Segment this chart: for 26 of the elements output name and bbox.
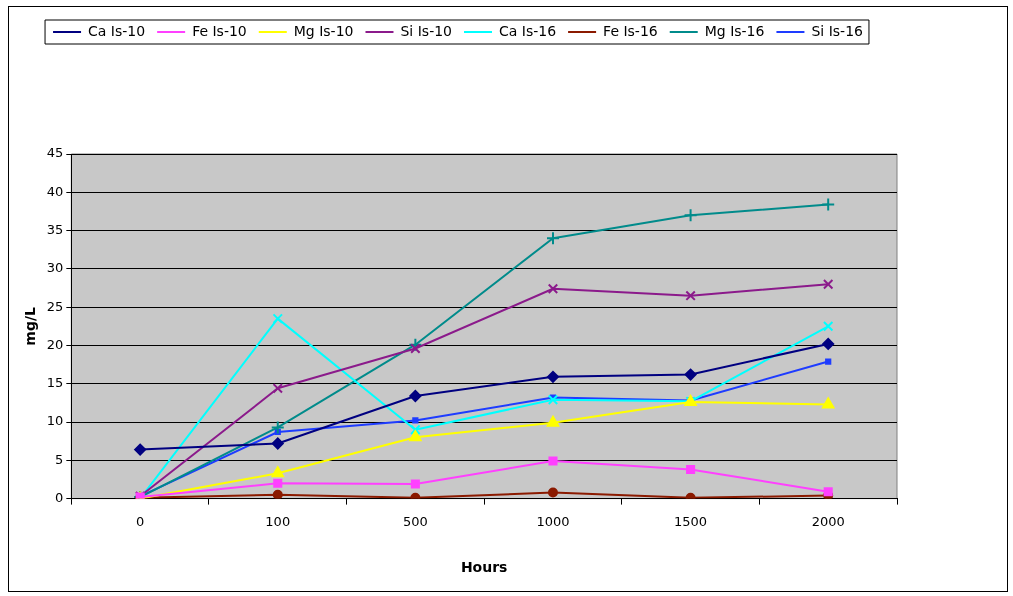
y-tick-label: 25: [46, 298, 64, 314]
x-axis-title: Hours: [460, 559, 508, 576]
y-tick-label: 20: [46, 336, 64, 352]
legend-label: Ca Is-10: [88, 22, 146, 39]
legend-label: Fe Is-10: [192, 22, 247, 39]
legend-label: Fe Is-16: [603, 22, 658, 39]
legend-label: Si Is-10: [400, 22, 452, 39]
y-tick-label: 35: [46, 221, 64, 237]
y-tick-label: 45: [46, 145, 64, 161]
y-tick-label: 10: [46, 413, 64, 429]
y-tick-label: 15: [46, 375, 64, 391]
legend-label: Ca Is-16: [499, 22, 557, 39]
x-tick-label: 100: [265, 513, 291, 529]
legend-label: Si Is-16: [811, 22, 864, 39]
y-tick-label: 30: [46, 260, 64, 276]
x-tick-label: 0: [136, 513, 145, 529]
x-tick-label: 1500: [674, 513, 708, 529]
x-tick-label: 2000: [811, 513, 845, 529]
legend-label: Mg Is-10: [293, 22, 354, 39]
y-axis-title: mg/L: [22, 306, 39, 346]
legend-label: Mg Is-16: [704, 22, 765, 39]
x-tick-label: 500: [402, 513, 428, 529]
y-tick-label: 5: [55, 451, 64, 467]
y-tick-label: 40: [46, 183, 64, 199]
x-tick-label: 1000: [536, 513, 570, 529]
y-tick-label: 0: [55, 489, 64, 505]
